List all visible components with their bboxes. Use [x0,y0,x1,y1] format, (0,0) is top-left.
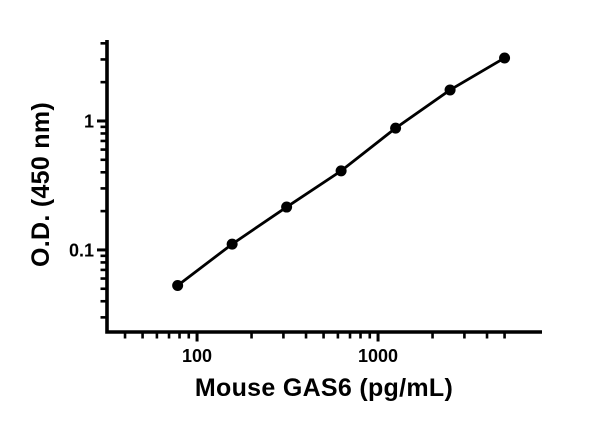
x-tick-label: 100 [182,346,212,366]
y-tick-label: 1 [84,111,94,131]
plot-area: 100 1000 1 0.1 [69,40,542,366]
data-point [499,52,511,64]
x-axis-title: Mouse GAS6 (pg/mL) [195,374,453,402]
data-point [172,279,184,291]
y-tick-label: 0.1 [69,240,94,260]
axis-spines [105,40,542,334]
data-point [390,122,402,134]
data-point [226,238,238,250]
data-point [335,165,347,177]
data-point [444,84,456,96]
x-tick-label: 1000 [358,346,398,366]
data-point [281,201,293,213]
y-axis-title: O.D. (450 nm) [27,102,55,267]
